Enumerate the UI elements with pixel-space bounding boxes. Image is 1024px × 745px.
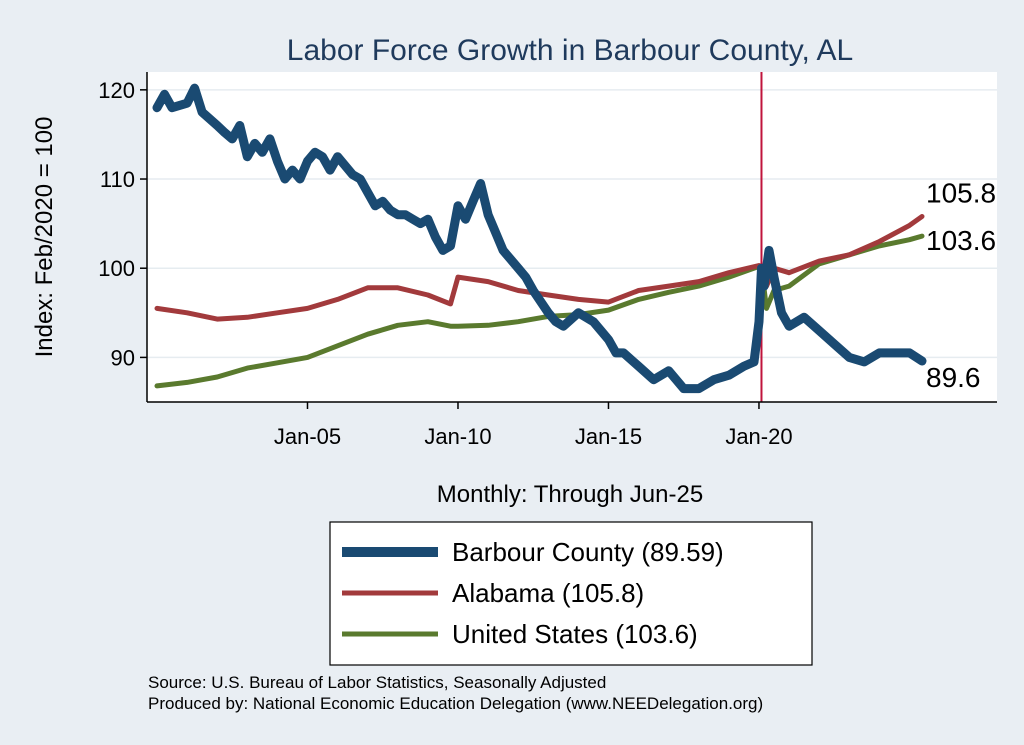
y-axis-label: Index: Feb/2020 = 100 <box>31 117 58 358</box>
chart-title: Labor Force Growth in Barbour County, AL <box>287 34 853 67</box>
y-tick-label: 120 <box>98 78 135 103</box>
series-lines <box>152 83 927 394</box>
end-label: 105.8 <box>926 177 996 208</box>
series-line-alabama <box>154 214 925 322</box>
legend: Barbour County (89.59) Alabama (105.8) Uni… <box>342 537 724 649</box>
plot-area <box>147 72 997 402</box>
produced-by-note: Produced by: National Economic Education… <box>148 694 763 713</box>
end-label: 89.6 <box>926 362 981 393</box>
y-ticks: 90 100 110 120 <box>98 78 147 370</box>
x-tick-label: Jan-10 <box>424 424 491 449</box>
source-note: Source: U.S. Bureau of Labor Statistics,… <box>148 673 606 692</box>
x-tick-label: Jan-15 <box>575 424 642 449</box>
x-ticks: Jan-05 Jan-10 Jan-15 Jan-20 <box>274 402 793 449</box>
end-label: 103.6 <box>926 225 996 256</box>
x-axis-label: Monthly: Through Jun-25 <box>437 481 703 508</box>
x-tick-label: Jan-20 <box>725 424 792 449</box>
x-tick-label: Jan-05 <box>274 424 341 449</box>
legend-label: Alabama (105.8) <box>452 578 644 608</box>
legend-label: United States (103.6) <box>452 619 698 649</box>
legend-label: Barbour County (89.59) <box>452 537 724 567</box>
y-tick-label: 110 <box>100 167 135 192</box>
y-tick-label: 90 <box>111 345 135 370</box>
series-line-barbour-county <box>152 83 927 394</box>
y-tick-label: 100 <box>98 256 135 281</box>
end-labels: 89.6 105.8 103.6 <box>926 177 996 392</box>
